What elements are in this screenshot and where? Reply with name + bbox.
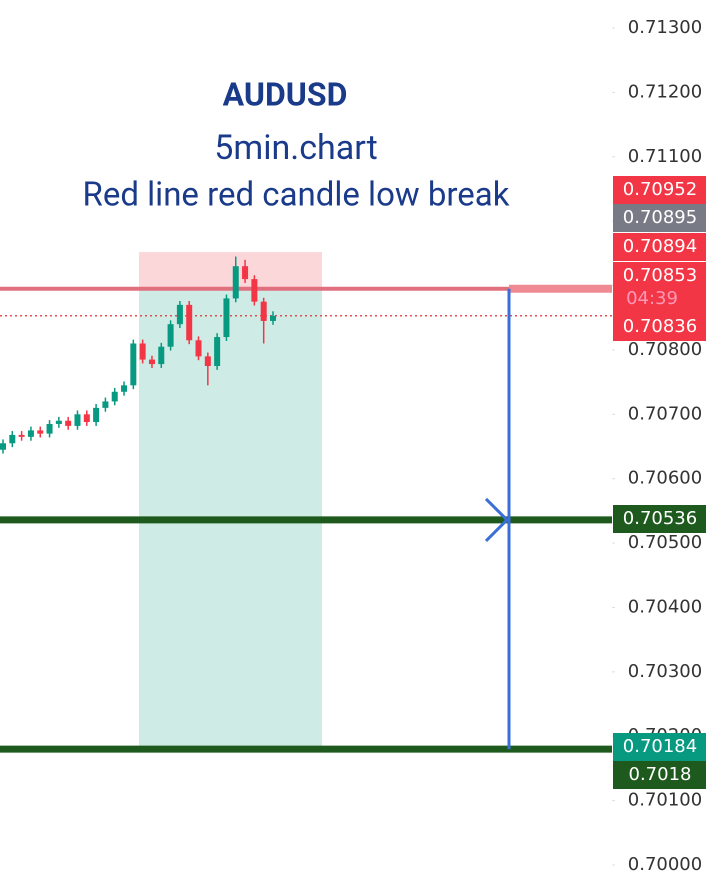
price-tag-label: 0.70952 [623,179,697,200]
price-tag-label: 0.7018 [629,764,692,785]
y-tick-label: 0.70100 [628,790,702,811]
price-tag [613,733,706,761]
price-tag-label: 0.70894 [623,236,697,257]
candle-body [0,443,6,450]
candle-body [111,391,118,402]
zones [139,252,322,747]
price-tag [613,262,706,314]
candle-body [27,430,34,437]
candle-body [242,266,249,280]
stop-zone [139,252,322,289]
candle-body [130,343,137,386]
price-tag [613,233,706,261]
price-tag [613,313,706,341]
candle-body [121,385,128,392]
price-tag-label: 0.70536 [623,508,697,529]
price-tag [613,176,706,204]
y-tick-label: 0.70600 [628,468,702,489]
candle-body [93,407,100,423]
candle-body [148,359,155,365]
annotation: Red line red candle low break [83,176,510,215]
subtitle: 5min.chart [214,128,377,168]
arrow [484,497,510,542]
chart-title: AUDUSD [223,75,348,113]
price-tag-label: 0.70836 [623,316,697,337]
price-tag-label: 0.70895 [623,207,697,228]
candle-body [158,346,165,365]
candle-body [102,401,109,408]
candle-body [83,414,90,423]
candle-body [65,420,72,426]
candle-body [186,304,193,341]
candle-body [223,298,230,338]
price-tag [613,761,706,789]
candle-body [74,414,81,426]
candle-body [55,420,62,424]
y-tick-label: 0.70800 [628,339,702,360]
candle-body [204,356,211,367]
candle-body [46,423,53,434]
y-tick-label: 0.70700 [628,403,702,424]
candle-body [37,430,44,434]
y-tick-label: 0.70300 [628,661,702,682]
price-tag-label: 0.70853 [623,265,697,286]
candle-body [9,434,16,444]
candles [0,256,276,454]
candle-body [270,315,276,321]
y-tick-label: 0.71200 [628,81,702,102]
candle-body [260,301,267,321]
y-tick-label: 0.71300 [628,17,702,38]
candle-body [251,279,258,302]
y-tick-label: 0.70400 [628,596,702,617]
y-tick-label: 0.70500 [628,532,702,553]
price-tag-label: 0.70184 [623,736,697,757]
candle-body [214,337,221,367]
countdown: 04:39 [626,288,678,309]
y-tick-label: 0.70000 [628,854,702,875]
y-tick-label: 0.71100 [628,146,702,167]
candle-body [176,304,183,325]
candle-body [18,434,25,437]
price-tag [613,204,706,232]
candle-body [167,324,174,347]
candle-body [139,343,146,360]
candle-body [232,266,239,299]
candle-body [195,340,202,357]
price-tag [613,505,706,533]
